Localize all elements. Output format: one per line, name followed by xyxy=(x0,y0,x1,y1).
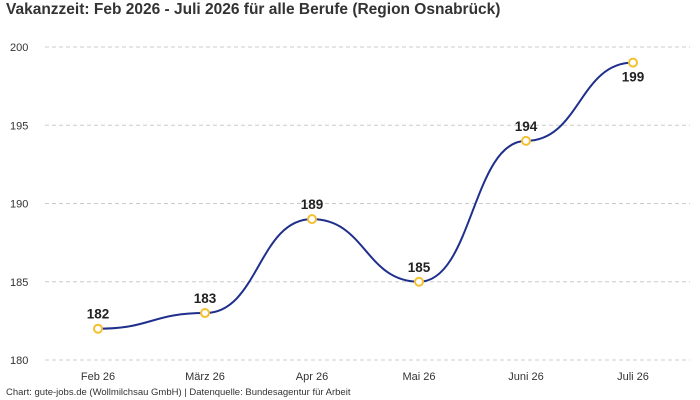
y-axis-ticks: 180 185 190 195 200 xyxy=(10,42,28,367)
y-tick-label: 200 xyxy=(10,42,28,54)
data-point xyxy=(307,214,317,225)
y-tick-label: 180 xyxy=(10,355,28,367)
data-label: 183 xyxy=(194,291,217,306)
gridlines xyxy=(45,46,690,361)
data-label: 189 xyxy=(301,197,324,212)
data-label: 199 xyxy=(622,70,645,85)
data-labels: 182 183 189 185 194 199 xyxy=(87,70,645,322)
x-tick-label: Apr 26 xyxy=(296,371,328,383)
data-point xyxy=(414,276,424,287)
data-label: 182 xyxy=(87,307,110,322)
y-tick-label: 190 xyxy=(10,199,28,211)
data-markers xyxy=(93,57,638,334)
x-tick-label: Mai 26 xyxy=(402,371,435,383)
data-label: 185 xyxy=(408,260,431,275)
data-label: 194 xyxy=(515,119,538,134)
data-point xyxy=(93,323,103,334)
y-tick-label: 185 xyxy=(10,277,28,289)
chart-footer: Chart: gute-jobs.de (Wollmilchsau GmbH) … xyxy=(6,387,351,398)
x-tick-label: März 26 xyxy=(185,371,225,383)
x-tick-label: Feb 26 xyxy=(81,371,115,383)
x-tick-label: Juni 26 xyxy=(508,371,543,383)
x-axis-ticks: Feb 26 März 26 Apr 26 Mai 26 Juni 26 Juli 26 xyxy=(81,371,649,383)
x-tick-label: Juli 26 xyxy=(617,371,649,383)
data-point xyxy=(628,57,638,68)
series-line xyxy=(97,61,634,330)
chart-title: Vakanzzeit: Feb 2026 - Juli 2026 für all… xyxy=(6,1,501,18)
data-point xyxy=(521,135,531,146)
data-point xyxy=(200,308,210,319)
y-tick-label: 195 xyxy=(10,120,28,132)
